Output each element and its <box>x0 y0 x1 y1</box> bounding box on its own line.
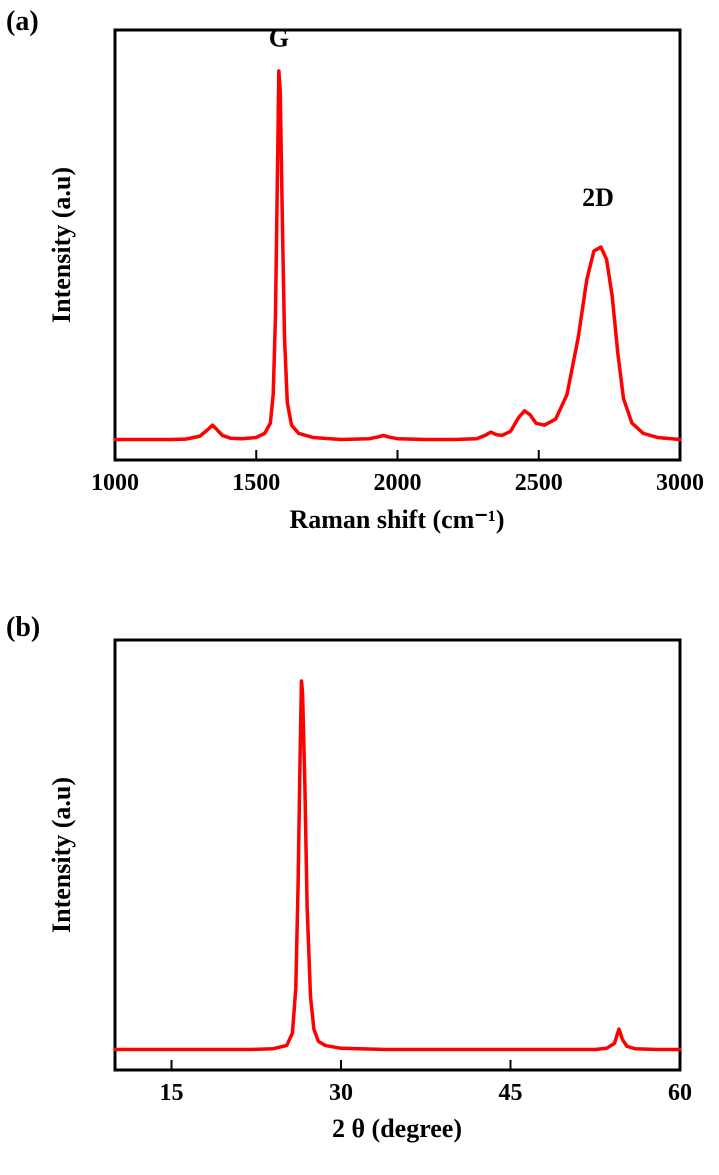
x-tick-label: 45 <box>499 1080 523 1106</box>
peak-label: G <box>269 23 289 52</box>
panel-b-ylabel: Intensity (a.u) <box>47 777 76 933</box>
x-tick-label: 2500 <box>515 470 563 496</box>
panel-b-ticks: 15 30 45 60 <box>160 1060 693 1106</box>
panel-a-xlabel: Raman shift (cm⁻¹) <box>289 505 504 534</box>
panel-a-curve <box>115 71 680 440</box>
x-tick-label: 1000 <box>91 470 139 496</box>
data-curve <box>115 71 680 440</box>
panel-b-xlabel: 2 θ (degree) <box>332 1114 462 1143</box>
x-tick-label: 30 <box>329 1080 353 1106</box>
panel-a-ticks: 1000 1500 2000 2500 3000 <box>91 450 704 496</box>
x-tick-label: 2000 <box>374 470 422 496</box>
panel-a-svg: 10001500200025003000 Raman shift (cm⁻¹) … <box>0 0 719 565</box>
panel-b-svg: 15 30 45 60 2 θ (degree) Intensity (a.u) <box>0 605 719 1175</box>
peak-label: 2D <box>582 183 614 212</box>
figure: (a) 10001500200025003000 Raman shift (cm… <box>0 0 719 1173</box>
panel-a-plot-border <box>115 30 680 460</box>
x-tick-label: 60 <box>668 1080 692 1106</box>
x-tick-label: 15 <box>160 1080 184 1106</box>
x-tick-label: 3000 <box>656 470 704 496</box>
x-tick-label: 1500 <box>232 470 280 496</box>
panel-a-peak-labels: G 2D <box>269 23 614 212</box>
panel-b-plot-border <box>115 640 680 1070</box>
panel-b-curve <box>115 681 680 1050</box>
data-curve <box>115 681 680 1050</box>
panel-a-ylabel: Intensity (a.u) <box>47 167 76 323</box>
